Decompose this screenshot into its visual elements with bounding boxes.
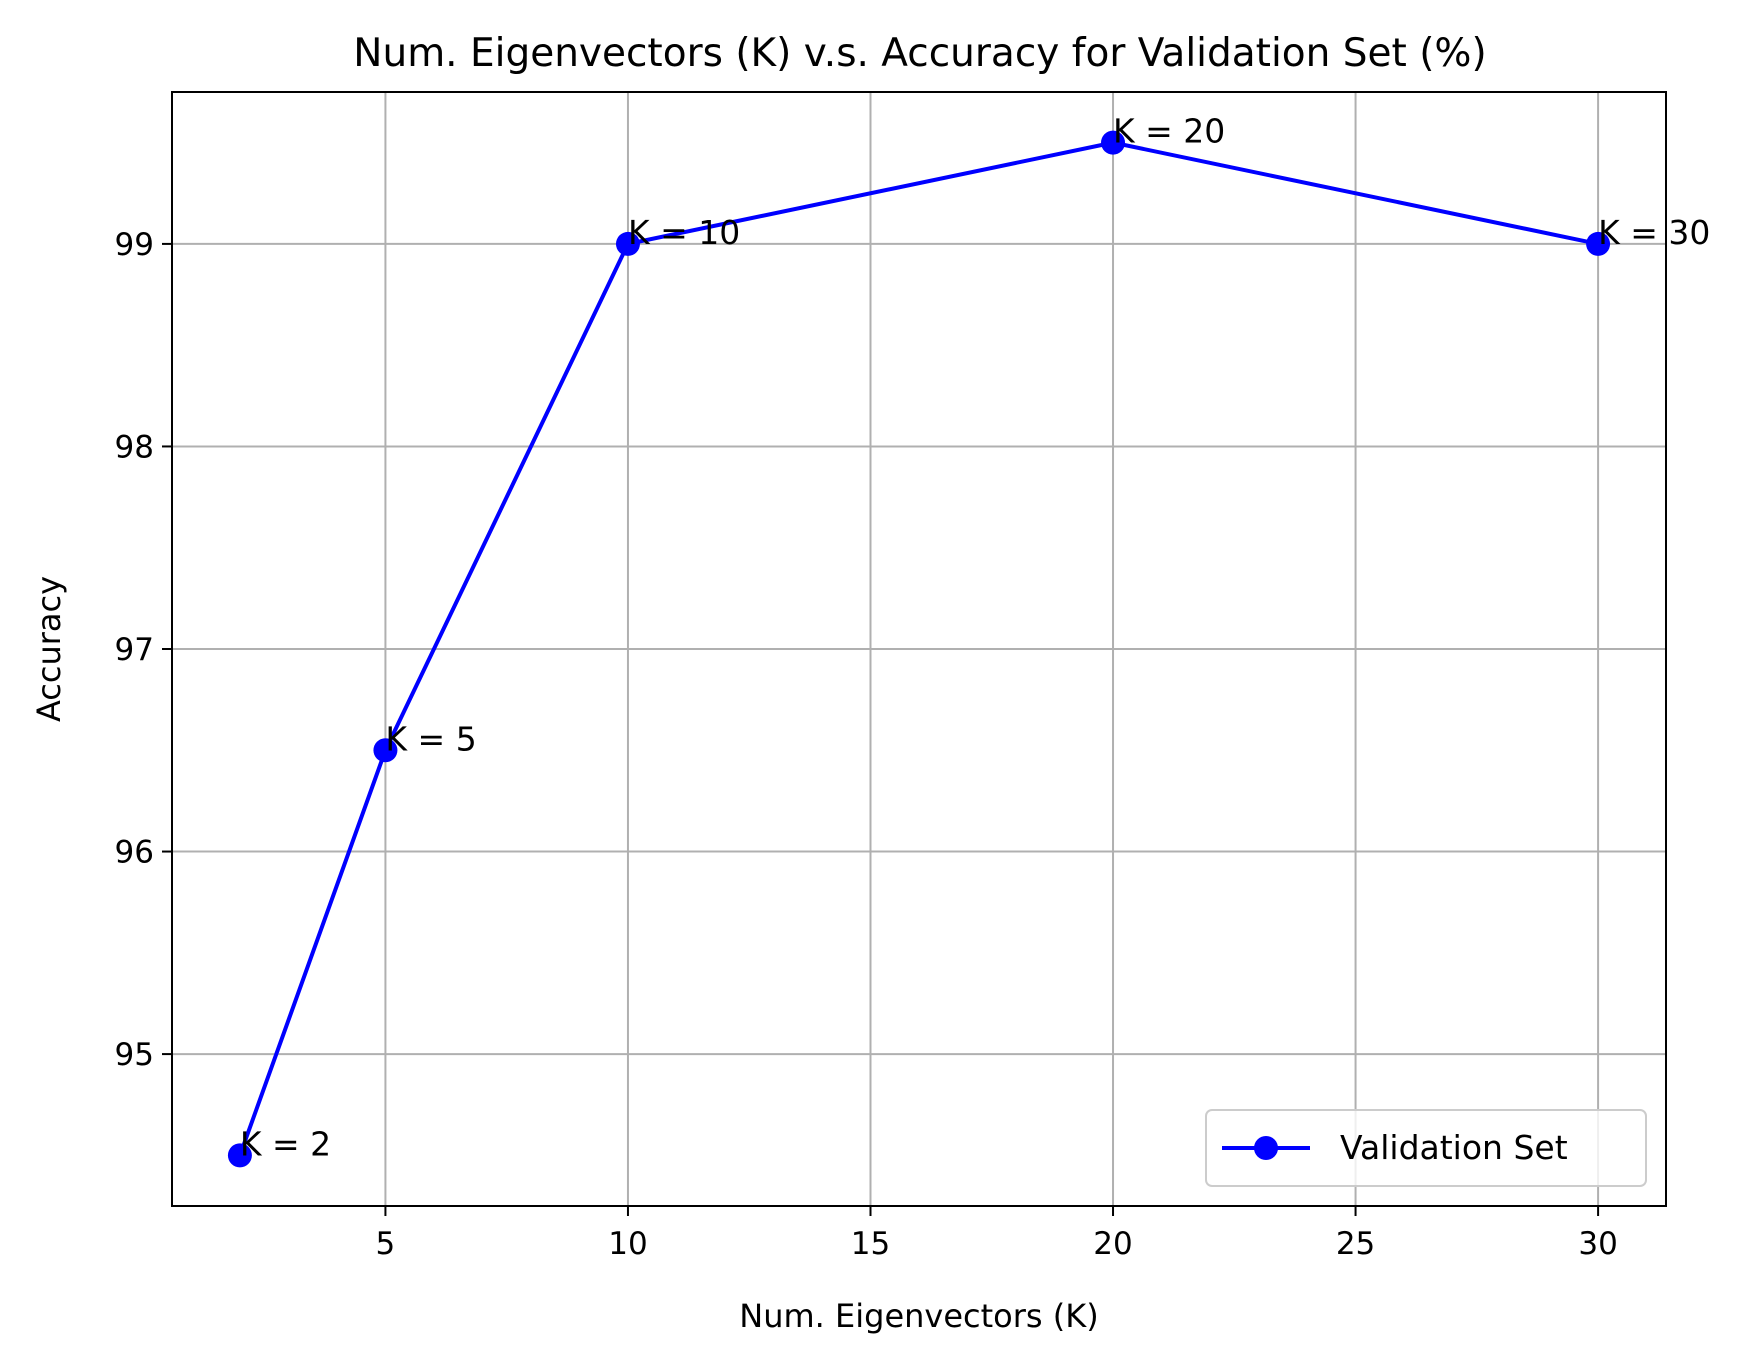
x-tick-label-15: 15 [851, 1226, 890, 1262]
data-point-k-30 [1586, 231, 1611, 256]
x-tick-label-5: 5 [376, 1226, 396, 1262]
legend-box [1205, 1109, 1647, 1187]
point-label-k-2: K = 2 [240, 1124, 331, 1163]
x-axis-ticks: 5 10 15 20 25 30 [376, 1206, 1618, 1262]
point-annotations: K = 2 K = 5 K = 10 K = 20 K = 30 [240, 112, 1710, 1164]
y-tick-label-96: 96 [115, 835, 154, 871]
x-tick-label-30: 30 [1578, 1226, 1617, 1262]
y-axis-ticks: 95 96 97 98 99 [115, 227, 172, 1073]
legend-marker-sample [1254, 1136, 1278, 1160]
y-tick-label-97: 97 [115, 632, 154, 668]
data-point-k-2 [227, 1143, 252, 1168]
data-point-k-5 [373, 738, 398, 763]
x-tick-label-20: 20 [1093, 1226, 1132, 1262]
y-tick-label-99: 99 [115, 227, 154, 263]
legend: Validation Set [1205, 1109, 1647, 1187]
grid [172, 92, 1666, 1206]
point-label-k-5: K = 5 [385, 719, 476, 758]
x-axis-label: Num. Eigenvectors (K) [739, 1297, 1098, 1335]
series-layer [227, 130, 1611, 1168]
y-axis-label: Accuracy [30, 576, 68, 722]
x-tick-label-25: 25 [1336, 1226, 1375, 1262]
chart-title: Num. Eigenvectors (K) v.s. Accuracy for … [353, 31, 1486, 76]
y-tick-label-95: 95 [115, 1037, 154, 1073]
y-tick-label-98: 98 [115, 429, 154, 465]
x-tick-label-10: 10 [608, 1226, 647, 1262]
point-label-k-30: K = 30 [1598, 213, 1710, 252]
legend-entry-validation-set: Validation Set [1340, 1128, 1568, 1167]
data-point-k-20 [1101, 130, 1126, 155]
data-point-k-10 [615, 231, 640, 256]
point-label-k-10: K = 10 [628, 213, 740, 252]
point-label-k-20: K = 20 [1113, 112, 1225, 151]
